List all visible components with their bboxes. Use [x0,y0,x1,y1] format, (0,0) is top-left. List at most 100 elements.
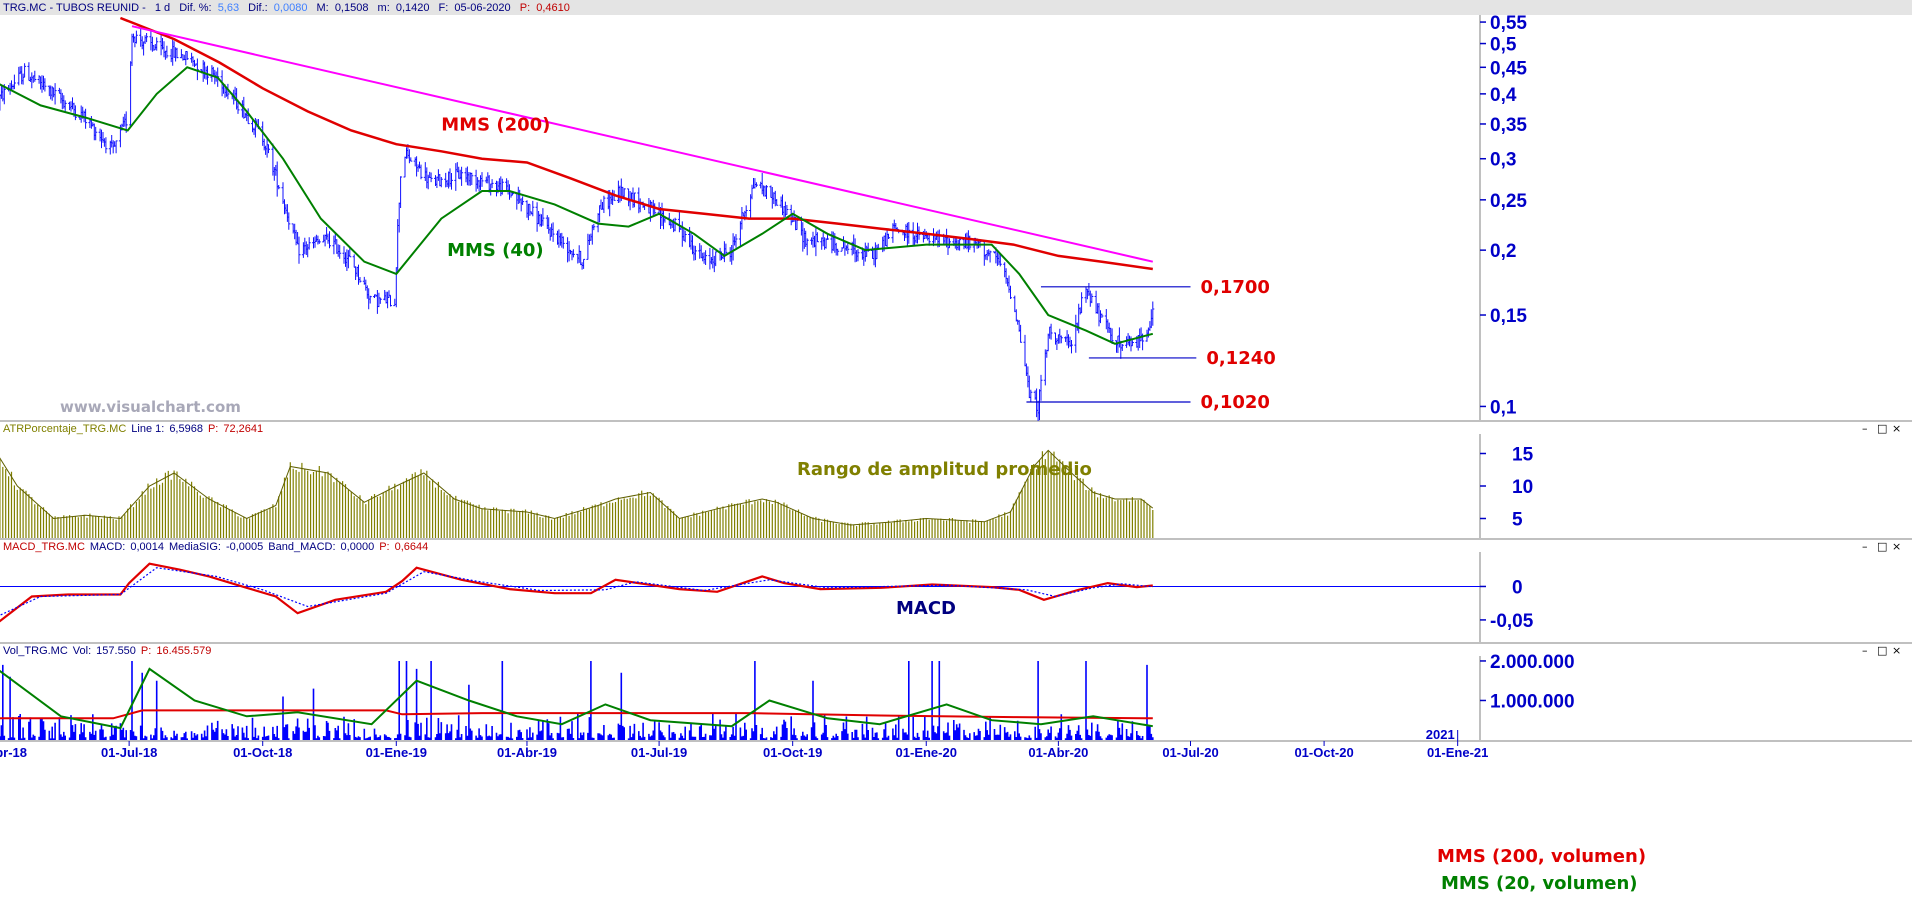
x-tick-label: 01-Oct-18 [233,745,292,760]
window-button-icon: × [1892,644,1901,657]
symbol-label: TRG.MC - TUBOS REUNID - [3,2,146,14]
dif-pct-value: 5,63 [218,2,239,14]
subpanel-header [0,423,1912,434]
macd-legend: MACD_TRG.MC MACD: 0,0014 MediaSIG: -0,0005 Ba… [3,541,428,553]
volume-tick-label: 1.000.000 [1490,691,1575,712]
atr-panel: ATRPorcentaje_TRG.MC Line 1: 6,5968 P: 72,26… [0,423,1534,538]
atr-tick-label: 10 [1512,477,1533,498]
atr-tick-label: 15 [1512,445,1534,466]
level-label: 0,1240 [1206,348,1275,369]
price-bars [0,28,1155,421]
ohlc-bars [0,28,1155,421]
volume-legend-part: Vol: [73,645,91,657]
level-label: 0,1020 [1201,392,1270,413]
price-header-bar [0,0,1912,15]
window-buttons: – □ × [1862,540,1901,553]
price-tick-label: 0,2 [1490,241,1516,262]
price-tick-label: 0,45 [1490,58,1527,79]
level-label: 0,1700 [1201,277,1270,298]
x-axis: 01-Abr-18 01-Jul-18 01-Oct-18 01-Ene-19 01-A… [0,727,1912,760]
price-tick-label: 0,3 [1490,150,1516,171]
price-tick-label: 0,25 [1490,191,1527,212]
x-tick-label: 01-Ene-20 [896,745,957,760]
macd-tick-label: -0,05 [1490,611,1534,632]
atr-legend-part: 6,5968 [169,423,203,435]
x-tick-label: 01-Jul-18 [101,745,157,760]
window-button-icon: □ [1877,540,1887,553]
macd-legend-part: Band_MACD: [268,541,335,553]
window-button-icon: – [1862,540,1868,553]
atr-tick-label: 5 [1512,510,1523,531]
date-value: 05-06-2020 [454,2,510,14]
price-tick-label: 0,4 [1490,85,1517,106]
window-button-icon: × [1892,422,1901,435]
macd-legend-part: MediaSIG: [169,541,221,553]
price-axis: 0,550,50,45 0,4 0,35 0,3 0,25 0,2 0,15 0,1 [1480,13,1527,418]
price-legend: TRG.MC - TUBOS REUNID - 1 d Dif. %: 5,63… [3,2,570,14]
macd-legend-part: 0,0000 [341,541,375,553]
volume-mms200-label: MMS (200, volumen) [1437,846,1646,867]
watermark: www.visualchart.com [60,398,241,416]
min-value: 0,1420 [396,2,430,14]
volume-legend-part: 16.455.579 [156,645,211,657]
atr-legend-part: ATRPorcentaje_TRG.MC [3,423,126,435]
atr-legend-part: 72,2641 [223,423,263,435]
window-button-icon: – [1862,422,1868,435]
macd-legend-part: 0,6644 [395,541,429,553]
atr-annotation: Rango de amplitud promedio [797,459,1092,480]
volume-legend-part: 157.550 [96,645,136,657]
window-button-icon: – [1862,644,1868,657]
x-tick-label: 01-Abr-19 [497,745,557,760]
window-button-icon: □ [1877,422,1887,435]
macd-annotation: MACD [896,598,956,619]
volume-tick-label: 2.000.000 [1490,652,1575,673]
volume-legend-part: Vol_TRG.MC [3,645,68,657]
line-annotation: MMS (200) [441,115,550,136]
price-tick-label: 0,1 [1490,397,1517,418]
year-marker-label: 2021 [1426,727,1455,742]
mms40-line [0,66,1154,345]
subpanel-header [0,645,1912,656]
volume-mms20-label: MMS (20, volumen) [1441,873,1638,894]
window-button-icon: × [1892,540,1901,553]
macd-panel: MACD_TRG.MC MACD: 0,0014 MediaSIG: -0,0005 Ba… [0,541,1534,632]
volume-mms20 [0,667,1153,730]
x-tick-label: 01-Oct-20 [1294,745,1353,760]
x-tick-label: 01-Jul-20 [1162,745,1218,760]
x-tick-label: 01-Abr-18 [0,745,27,760]
price-tick-label: 0,5 [1490,35,1517,56]
price-levels: 0,1700 0,1240 0,1020 [1026,277,1276,413]
price-tick-label: 0,35 [1490,115,1527,136]
max-value: 0,1508 [335,2,369,14]
volume-legend-part: P: [141,645,151,657]
price-tick-label: 0,55 [1490,13,1527,34]
macd-line [0,562,1153,623]
atr-legend: ATRPorcentaje_TRG.MC Line 1: 6,5968 P: 72,26… [3,423,263,435]
macd-legend-part: MACD: [90,541,125,553]
atr-legend-part: P: [208,423,218,435]
panel-frames: – □ ×– □ ×– □ × [0,15,1912,742]
window-buttons: – □ × [1862,644,1901,657]
macd-tick-label: 0 [1512,577,1523,598]
macd-legend-part: -0,0005 [226,541,263,553]
volume-legend: Vol_TRG.MC Vol: 157.550 P: 16.455.579 [3,645,211,657]
dif-value: 0,0080 [274,2,308,14]
atr-legend-part: Line 1: [131,423,164,435]
atr-bars [0,450,1154,538]
x-tick-label: 01-Oct-19 [763,745,822,760]
price-lines: MMS (200) MMS (40) [0,16,1154,345]
x-tick-label: 01-Abr-20 [1028,745,1088,760]
macd-legend-part: P: [379,541,389,553]
x-tick-label: 01-Ene-19 [366,745,427,760]
p-value: 0,4610 [536,2,570,14]
macd-legend-part: MACD_TRG.MC [3,541,85,553]
mms200-line [119,16,1153,271]
price-tick-label: 0,15 [1490,306,1527,327]
period-label: 1 d [155,2,170,14]
x-tick-label: 01-Jul-19 [631,745,687,760]
atr-outline [0,449,1154,526]
x-tick-label: 01-Ene-21 [1427,745,1488,760]
volume-bars [0,661,1154,740]
trendline [131,25,1154,263]
